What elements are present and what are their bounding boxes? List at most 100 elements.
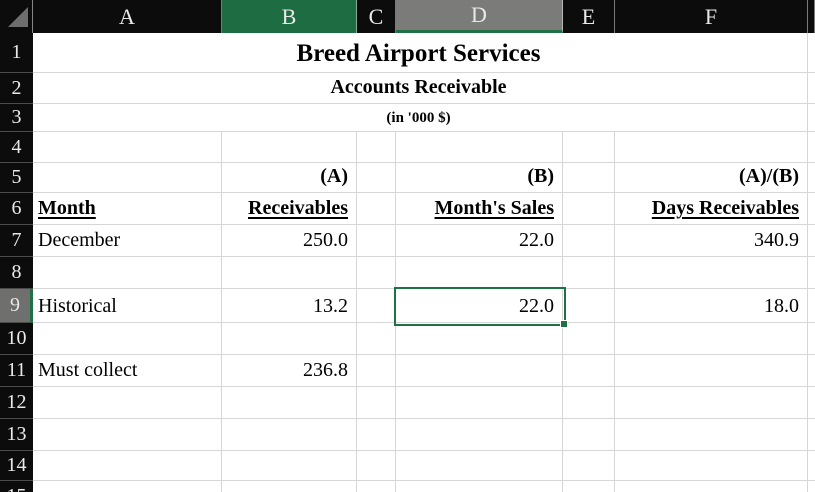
column-header-D[interactable]: D <box>396 0 563 33</box>
cell-stub-row-13[interactable] <box>808 419 815 451</box>
row-header-10[interactable]: 10 <box>0 323 33 355</box>
cell-F14[interactable] <box>615 451 808 481</box>
merged-cell-row-2[interactable]: Accounts Receivable <box>33 73 808 104</box>
cell-B8[interactable] <box>222 257 357 289</box>
cell-A7[interactable]: December <box>33 225 222 257</box>
cell-A11[interactable]: Must collect <box>33 355 222 387</box>
cell-E13[interactable] <box>563 419 615 451</box>
cell-A4[interactable] <box>33 132 222 163</box>
cell-D6[interactable]: Month's Sales <box>396 193 563 225</box>
cell-C14[interactable] <box>357 451 396 481</box>
cell-A14[interactable] <box>33 451 222 481</box>
cell-B13[interactable] <box>222 419 357 451</box>
row-header-6[interactable]: 6 <box>0 193 33 225</box>
cell-E9[interactable] <box>563 289 615 323</box>
cell-D7[interactable]: 22.0 <box>396 225 563 257</box>
cell-stub-row-1[interactable] <box>808 33 815 73</box>
cell-B9[interactable]: 13.2 <box>222 289 357 323</box>
cell-C10[interactable] <box>357 323 396 355</box>
cell-stub-row-4[interactable] <box>808 132 815 163</box>
cell-D11[interactable] <box>396 355 563 387</box>
cell-A8[interactable] <box>33 257 222 289</box>
column-header-A[interactable]: A <box>33 0 222 33</box>
cell-B5[interactable]: (A) <box>222 163 357 193</box>
cell-D12[interactable] <box>396 387 563 419</box>
cell-B7[interactable]: 250.0 <box>222 225 357 257</box>
row-header-2[interactable]: 2 <box>0 73 33 104</box>
column-header-F[interactable]: F <box>615 0 808 33</box>
cell-E6[interactable] <box>563 193 615 225</box>
row-header-7[interactable]: 7 <box>0 225 33 257</box>
cell-B15[interactable] <box>222 481 357 492</box>
cell-E5[interactable] <box>563 163 615 193</box>
cell-E11[interactable] <box>563 355 615 387</box>
merged-cell-row-1[interactable]: Breed Airport Services <box>33 33 808 73</box>
cell-E14[interactable] <box>563 451 615 481</box>
cell-D9[interactable]: 22.0 <box>396 289 563 323</box>
cell-E7[interactable] <box>563 225 615 257</box>
cell-C4[interactable] <box>357 132 396 163</box>
cell-stub-row-15[interactable] <box>808 481 815 492</box>
cell-D10[interactable] <box>396 323 563 355</box>
cell-B10[interactable] <box>222 323 357 355</box>
cell-A10[interactable] <box>33 323 222 355</box>
cell-F4[interactable] <box>615 132 808 163</box>
cell-stub-row-6[interactable] <box>808 193 815 225</box>
row-header-4[interactable]: 4 <box>0 132 33 163</box>
cell-D14[interactable] <box>396 451 563 481</box>
cell-A12[interactable] <box>33 387 222 419</box>
cell-E4[interactable] <box>563 132 615 163</box>
cell-D8[interactable] <box>396 257 563 289</box>
cell-A6[interactable]: Month <box>33 193 222 225</box>
cell-stub-row-5[interactable] <box>808 163 815 193</box>
cell-C7[interactable] <box>357 225 396 257</box>
cell-F5[interactable]: (A)/(B) <box>615 163 808 193</box>
cell-stub-row-12[interactable] <box>808 387 815 419</box>
cell-A13[interactable] <box>33 419 222 451</box>
row-header-5[interactable]: 5 <box>0 163 33 193</box>
cell-stub-row-9[interactable] <box>808 289 815 323</box>
cell-C11[interactable] <box>357 355 396 387</box>
cell-B14[interactable] <box>222 451 357 481</box>
cell-B11[interactable]: 236.8 <box>222 355 357 387</box>
column-header-stub[interactable] <box>808 0 815 33</box>
row-header-15[interactable]: 15 <box>0 481 33 492</box>
cell-F10[interactable] <box>615 323 808 355</box>
cell-stub-row-8[interactable] <box>808 257 815 289</box>
row-header-8[interactable]: 8 <box>0 257 33 289</box>
cell-C13[interactable] <box>357 419 396 451</box>
row-header-12[interactable]: 12 <box>0 387 33 419</box>
row-header-3[interactable]: 3 <box>0 104 33 132</box>
cell-D5[interactable]: (B) <box>396 163 563 193</box>
row-header-9[interactable]: 9 <box>0 289 33 323</box>
cell-stub-row-2[interactable] <box>808 73 815 104</box>
cell-F8[interactable] <box>615 257 808 289</box>
cell-A5[interactable] <box>33 163 222 193</box>
cell-A15[interactable] <box>33 481 222 492</box>
cell-A9[interactable]: Historical <box>33 289 222 323</box>
cell-E8[interactable] <box>563 257 615 289</box>
cell-D15[interactable] <box>396 481 563 492</box>
fill-handle[interactable] <box>560 320 568 328</box>
cell-E12[interactable] <box>563 387 615 419</box>
cell-F15[interactable] <box>615 481 808 492</box>
cell-stub-row-14[interactable] <box>808 451 815 481</box>
cell-C5[interactable] <box>357 163 396 193</box>
cell-stub-row-10[interactable] <box>808 323 815 355</box>
cell-stub-row-11[interactable] <box>808 355 815 387</box>
cell-B4[interactable] <box>222 132 357 163</box>
cell-stub-row-7[interactable] <box>808 225 815 257</box>
merged-cell-row-3[interactable]: (in '000 $) <box>33 104 808 132</box>
cell-C12[interactable] <box>357 387 396 419</box>
cell-stub-row-3[interactable] <box>808 104 815 132</box>
cell-F7[interactable]: 340.9 <box>615 225 808 257</box>
cell-D13[interactable] <box>396 419 563 451</box>
row-header-11[interactable]: 11 <box>0 355 33 387</box>
select-all-button[interactable] <box>0 0 33 33</box>
cell-E10[interactable] <box>563 323 615 355</box>
cell-F6[interactable]: Days Receivables <box>615 193 808 225</box>
cell-D4[interactable] <box>396 132 563 163</box>
cell-B12[interactable] <box>222 387 357 419</box>
cell-C8[interactable] <box>357 257 396 289</box>
row-header-1[interactable]: 1 <box>0 33 33 73</box>
